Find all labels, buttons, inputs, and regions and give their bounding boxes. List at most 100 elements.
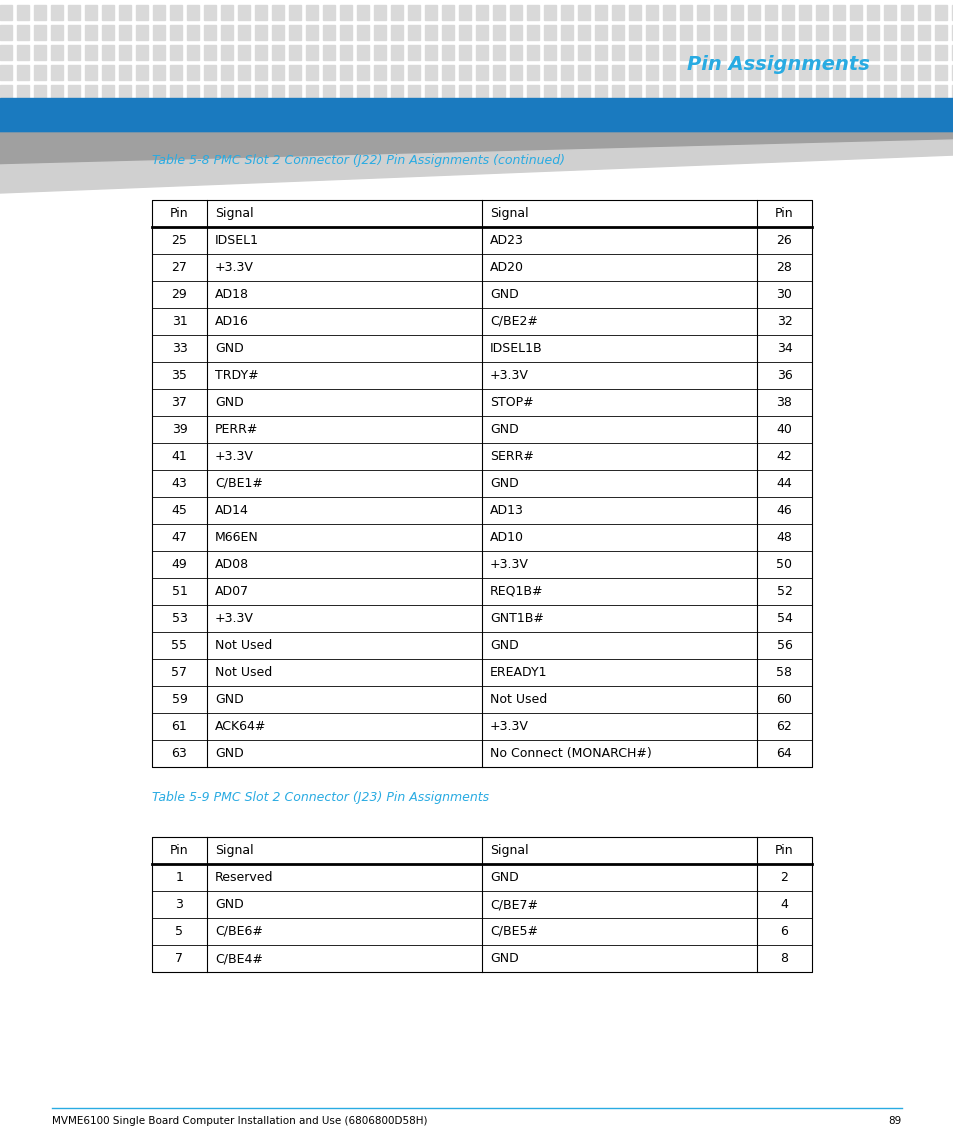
- Bar: [221, 65, 233, 80]
- Text: Signal: Signal: [490, 844, 528, 856]
- Bar: [51, 5, 63, 19]
- Bar: [832, 25, 844, 40]
- Text: AD14: AD14: [214, 504, 249, 518]
- Text: 32: 32: [776, 315, 792, 327]
- Text: 50: 50: [776, 558, 792, 571]
- Text: Pin Assignments: Pin Assignments: [686, 55, 869, 74]
- Text: +3.3V: +3.3V: [214, 450, 253, 463]
- Text: +3.3V: +3.3V: [490, 720, 528, 733]
- Bar: [339, 85, 352, 100]
- Bar: [204, 65, 215, 80]
- Bar: [458, 45, 471, 60]
- Bar: [645, 65, 658, 80]
- Bar: [595, 65, 606, 80]
- Bar: [883, 85, 895, 100]
- Text: AD13: AD13: [490, 504, 523, 518]
- Text: +3.3V: +3.3V: [214, 611, 253, 625]
- Bar: [339, 25, 352, 40]
- Text: 39: 39: [172, 423, 187, 436]
- Bar: [560, 5, 573, 19]
- Bar: [578, 5, 589, 19]
- Bar: [645, 85, 658, 100]
- Text: PERR#: PERR#: [214, 423, 258, 436]
- Text: C/BE6#: C/BE6#: [214, 925, 263, 938]
- Bar: [476, 85, 488, 100]
- Bar: [221, 45, 233, 60]
- Bar: [17, 25, 29, 40]
- Bar: [391, 85, 402, 100]
- Text: GND: GND: [214, 396, 244, 409]
- Bar: [374, 25, 386, 40]
- Bar: [679, 45, 691, 60]
- Bar: [832, 85, 844, 100]
- Text: C/BE2#: C/BE2#: [490, 315, 537, 327]
- Text: 52: 52: [776, 585, 792, 598]
- Bar: [306, 45, 317, 60]
- Bar: [917, 45, 929, 60]
- Text: 35: 35: [172, 369, 187, 382]
- Bar: [408, 5, 419, 19]
- Bar: [747, 5, 760, 19]
- Bar: [458, 5, 471, 19]
- Bar: [408, 65, 419, 80]
- Text: Signal: Signal: [214, 207, 253, 220]
- Text: AD07: AD07: [214, 585, 249, 598]
- Bar: [560, 45, 573, 60]
- Bar: [34, 25, 46, 40]
- Bar: [883, 65, 895, 80]
- Bar: [237, 85, 250, 100]
- Bar: [866, 45, 878, 60]
- Bar: [612, 45, 623, 60]
- Bar: [560, 65, 573, 80]
- Bar: [136, 85, 148, 100]
- Bar: [119, 25, 131, 40]
- Bar: [883, 5, 895, 19]
- Text: 55: 55: [172, 639, 188, 652]
- Bar: [917, 85, 929, 100]
- Bar: [51, 85, 63, 100]
- Bar: [900, 5, 912, 19]
- Text: +3.3V: +3.3V: [490, 369, 528, 382]
- Bar: [289, 25, 301, 40]
- Bar: [356, 5, 369, 19]
- Bar: [612, 65, 623, 80]
- Polygon shape: [0, 133, 953, 165]
- Bar: [662, 65, 675, 80]
- Bar: [272, 85, 284, 100]
- Bar: [697, 25, 708, 40]
- Bar: [866, 85, 878, 100]
- Bar: [493, 45, 504, 60]
- Text: 29: 29: [172, 289, 187, 301]
- Text: 1: 1: [175, 871, 183, 884]
- Text: 6: 6: [780, 925, 787, 938]
- Bar: [254, 65, 267, 80]
- Bar: [612, 5, 623, 19]
- Text: Reserved: Reserved: [214, 871, 274, 884]
- Bar: [951, 25, 953, 40]
- Bar: [356, 65, 369, 80]
- Bar: [526, 45, 538, 60]
- Bar: [781, 5, 793, 19]
- Bar: [441, 5, 454, 19]
- Text: 36: 36: [776, 369, 792, 382]
- Bar: [204, 25, 215, 40]
- Bar: [799, 85, 810, 100]
- Bar: [289, 65, 301, 80]
- Bar: [458, 85, 471, 100]
- Bar: [170, 45, 182, 60]
- Text: 47: 47: [172, 531, 187, 544]
- Bar: [458, 25, 471, 40]
- Bar: [424, 45, 436, 60]
- Bar: [374, 45, 386, 60]
- Bar: [339, 5, 352, 19]
- Bar: [951, 45, 953, 60]
- Text: 51: 51: [172, 585, 187, 598]
- Bar: [849, 25, 862, 40]
- Bar: [152, 85, 165, 100]
- Bar: [102, 65, 113, 80]
- Bar: [152, 65, 165, 80]
- Bar: [730, 45, 742, 60]
- Bar: [900, 85, 912, 100]
- Text: AD20: AD20: [490, 261, 523, 274]
- Bar: [136, 5, 148, 19]
